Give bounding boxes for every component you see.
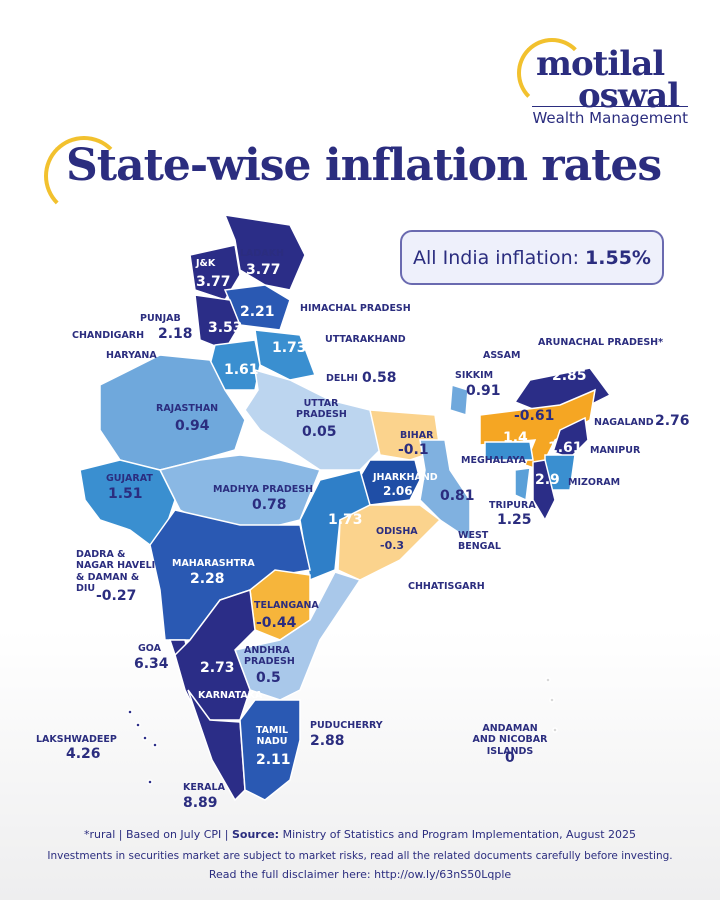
- value-manipur: 1.61: [548, 440, 583, 456]
- state-tn: [239, 699, 301, 801]
- page-title: State-wise inflation rates: [66, 140, 662, 191]
- value-chhattisgarh: 1.73: [328, 512, 363, 528]
- value-haryana: 1.61: [224, 362, 259, 378]
- label-wb: WEST BENGAL: [458, 530, 501, 553]
- state-wb: [419, 439, 471, 542]
- label-mizoram: MIZORAM: [568, 477, 621, 488]
- value-tn: 2.11: [256, 752, 291, 768]
- label-kerala: KERALA: [183, 782, 225, 793]
- value-lakshadweep: 4.26: [66, 746, 101, 762]
- value-gujarat: 1.51: [108, 486, 143, 502]
- label-assam: ASSAM: [483, 350, 521, 361]
- label-bihar: BIHAR: [400, 430, 434, 441]
- label-tripura: TRIPURA: [489, 500, 536, 511]
- label-andhra: ANDHRA PRADESH: [244, 645, 295, 668]
- state-rajasthan: [99, 354, 246, 471]
- label-dnh: DADRA & NAGAR HAVELI & DAMAN & DIU: [76, 549, 156, 595]
- label-arunachal: ARUNACHAL PRADESH*: [538, 337, 664, 348]
- value-goa: 6.34: [134, 656, 169, 672]
- label-maharashtra: MAHARASHTRA: [172, 558, 255, 569]
- label-goa: GOA: [138, 643, 161, 654]
- value-delhi: 0.58: [362, 370, 397, 386]
- value-sikkim: 0.91: [466, 383, 501, 399]
- state-meghalaya: [484, 441, 534, 461]
- state-up: [244, 368, 381, 471]
- label-punjab: PUNJAB: [140, 313, 181, 324]
- state-sikkim: [449, 384, 469, 416]
- state-nagaland: [552, 416, 589, 459]
- label-chandigarh: CHANDIGARH: [72, 330, 145, 341]
- label-meghalaya: MEGHALAYA: [461, 455, 526, 466]
- label-ladakh: LADAKH: [240, 248, 284, 259]
- title-ring-decoration: [44, 136, 124, 216]
- value-bihar: -0.1: [398, 442, 429, 458]
- value-maharashtra: 2.28: [190, 571, 225, 587]
- label-haryana: HARYANA: [106, 350, 157, 361]
- value-andhra: 0.5: [256, 670, 281, 686]
- value-ladakh: 3.77: [246, 262, 281, 278]
- value-punjab: 3.53: [208, 320, 243, 336]
- label-tn: TAMIL NADU: [255, 725, 289, 748]
- value-chandigarh: 2.18: [158, 326, 193, 342]
- value-rajasthan: 0.94: [175, 418, 210, 434]
- value-assam: -0.61: [514, 408, 555, 424]
- state-andhra: [233, 571, 362, 701]
- footer-disclaimer-link[interactable]: Read the full disclaimer here: http://ow…: [208, 868, 512, 881]
- value-meghalaya: 1.4: [503, 430, 528, 446]
- label-chhattisgarh: CHHATISGARH: [408, 581, 485, 592]
- label-uttarakhand: UTTARAKHAND: [325, 334, 406, 345]
- footer-source: *rural | Based on July CPI | Source: Min…: [83, 828, 637, 841]
- state-mizoram: [532, 459, 556, 522]
- value-uttarakhand: 1.73: [272, 340, 307, 356]
- label-jharkhand: JHARKHAND: [373, 472, 438, 483]
- footer-disclaimer: Investments in securities market are sub…: [47, 850, 673, 862]
- state-punjab: [194, 294, 241, 351]
- value-nagaland: 2.76: [655, 413, 690, 429]
- value-dnh: -0.27: [96, 588, 137, 604]
- state-jk: [189, 244, 241, 301]
- value-jharkhand: 2.06: [383, 484, 413, 498]
- label-andaman: ANDAMAN AND NICOBAR ISLANDS: [472, 723, 548, 757]
- all-india-inflation-badge: All India inflation: 1.55%: [400, 230, 664, 285]
- value-mp: 0.78: [252, 497, 287, 513]
- value-mizoram: 2.9: [535, 472, 560, 488]
- label-gujarat: GUJARAT: [106, 473, 153, 484]
- label-karnataka: KARNATAKA: [198, 690, 263, 701]
- motilal-oswal-logo: motilal oswal Wealth Management: [512, 38, 692, 128]
- value-jk: 3.77: [196, 274, 231, 290]
- label-delhi: DELHI: [326, 373, 358, 384]
- state-andaman: [545, 677, 558, 733]
- value-kerala: 8.89: [183, 795, 218, 811]
- value-andaman: 0: [505, 750, 515, 766]
- label-sikkim: SIKKIM: [455, 370, 494, 381]
- value-karnataka: 2.73: [200, 660, 235, 676]
- label-lakshadweep: LAKSHWADEEP: [36, 734, 117, 745]
- label-telangana: TELANGANA: [254, 600, 319, 611]
- value-wb: 0.81: [440, 488, 475, 504]
- label-puducherry: PUDUCHERRY: [310, 720, 383, 731]
- state-odisha: [337, 504, 442, 581]
- label-nagaland: NAGALAND: [594, 417, 654, 428]
- logo-subtitle: Wealth Management: [532, 106, 688, 127]
- label-jk: J&K: [196, 258, 216, 269]
- label-manipur: MANIPUR: [590, 445, 641, 456]
- value-odisha: -0.3: [380, 539, 405, 552]
- value-telangana: -0.44: [256, 615, 297, 631]
- label-up: UTTAR PRADESH: [296, 398, 347, 421]
- label-himachal: HIMACHAL PRADESH: [300, 303, 411, 314]
- label-rajasthan: RAJASTHAN: [156, 403, 219, 414]
- state-tripura: [514, 467, 531, 502]
- state-lakshadweep: [127, 709, 158, 785]
- state-ladakh: [223, 214, 306, 291]
- value-puducherry: 2.88: [310, 733, 345, 749]
- value-himachal: 2.21: [240, 304, 275, 320]
- value-up: 0.05: [302, 424, 337, 440]
- label-odisha: ODISHA: [376, 526, 418, 537]
- value-tripura: 1.25: [497, 512, 532, 528]
- label-mp: MADHYA PRADESH: [213, 484, 314, 495]
- value-arunachal: 2.85: [552, 368, 587, 384]
